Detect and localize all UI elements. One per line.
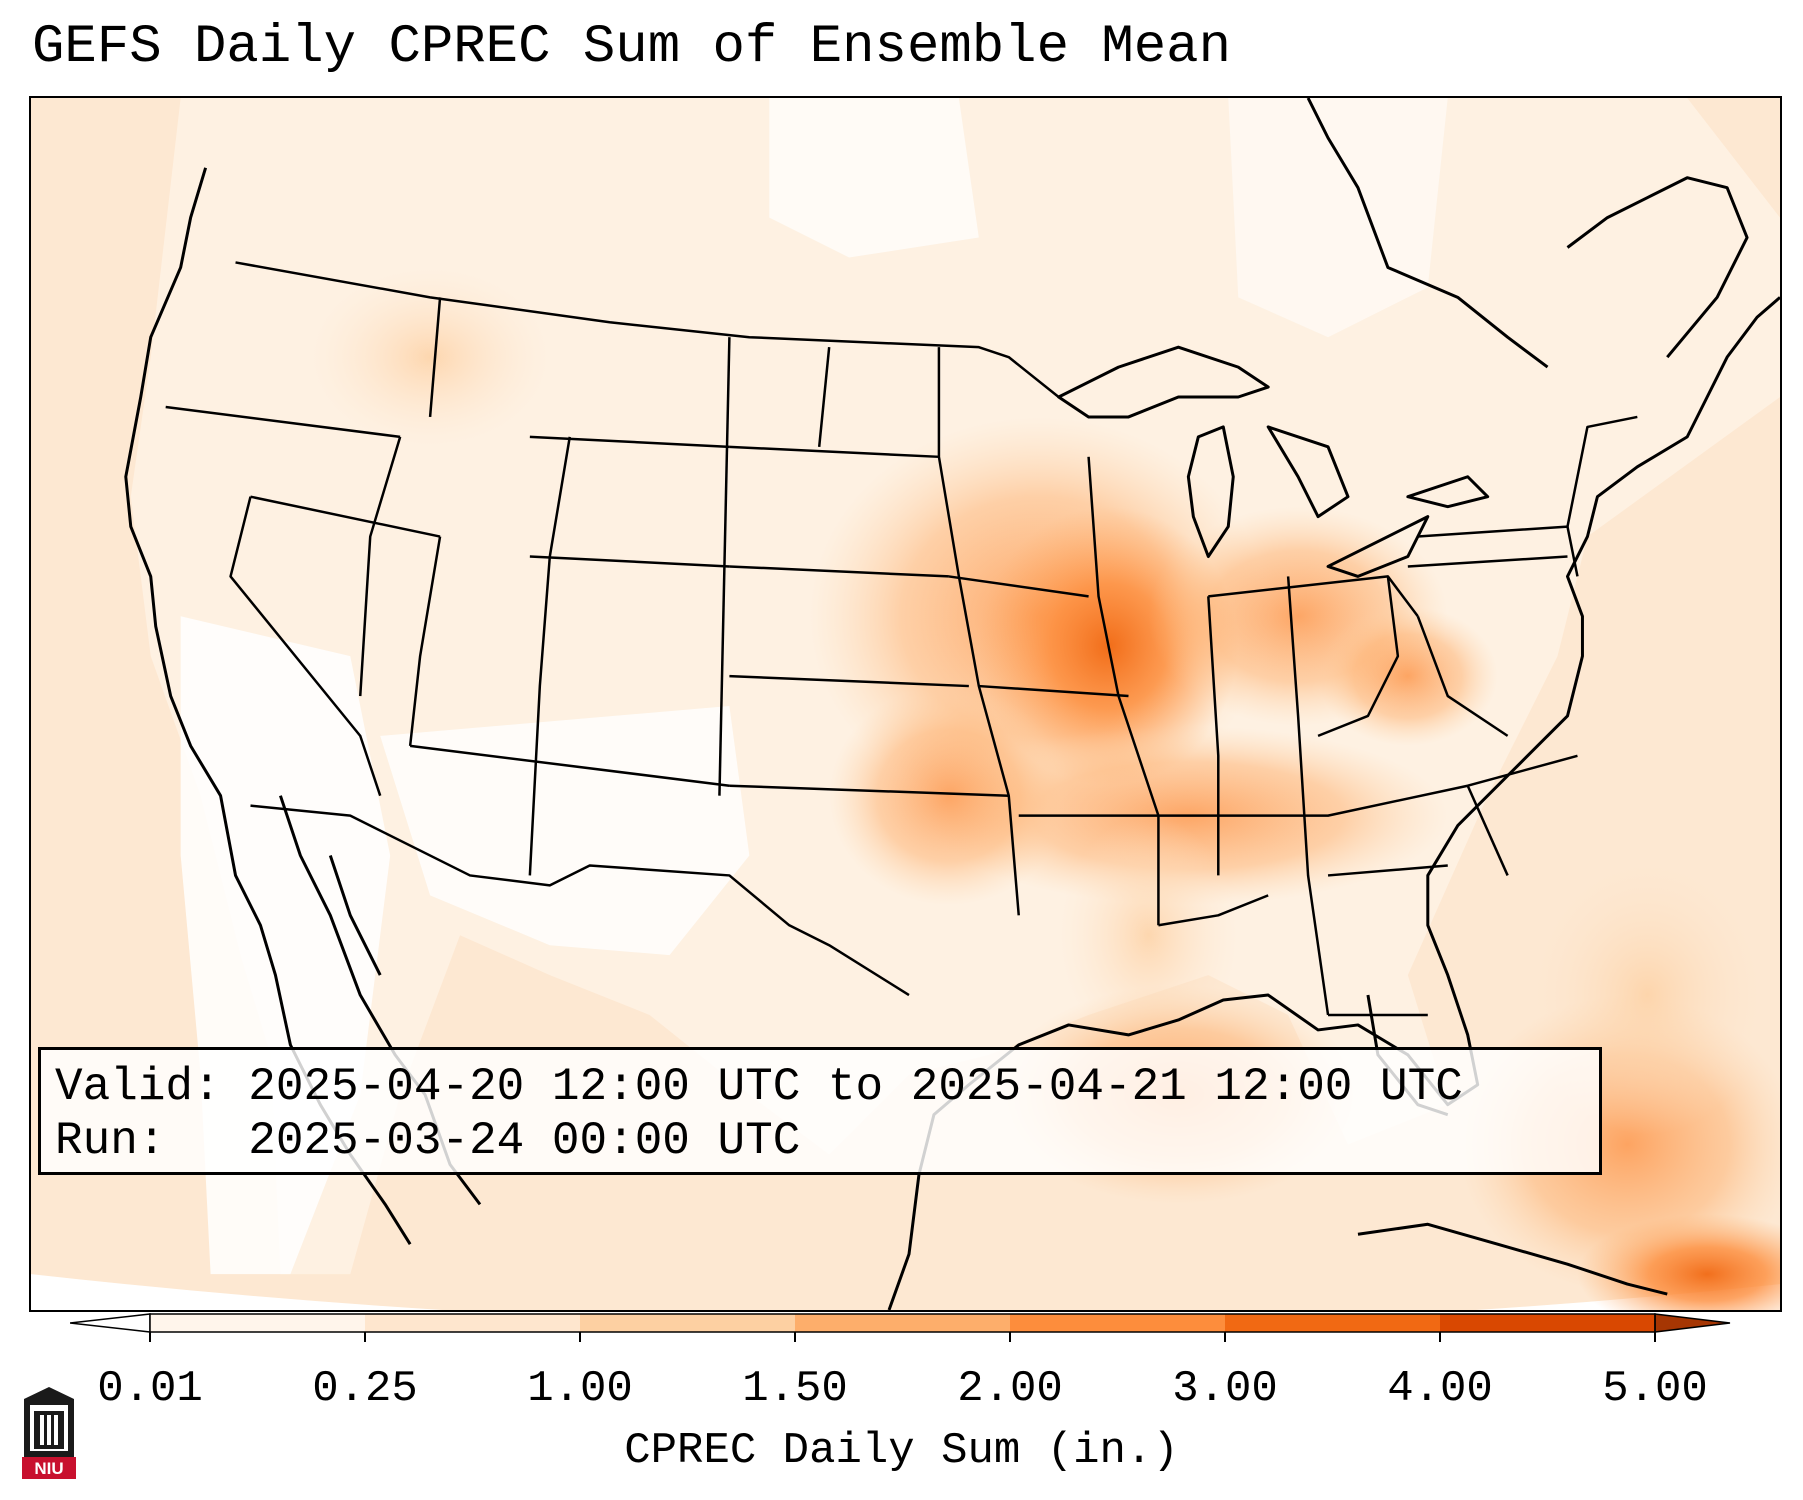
colorbar-tick-label: 1.50 xyxy=(742,1364,848,1414)
state-borders xyxy=(165,261,1638,1017)
colorbar-segment xyxy=(1440,1314,1656,1332)
run-time-text: Run: 2025-03-24 00:00 UTC xyxy=(55,1115,801,1167)
valid-time-text: Valid: 2025-04-20 12:00 UTC to 2025-04-2… xyxy=(55,1061,1463,1113)
colorbar-tick-label: 0.25 xyxy=(312,1364,418,1414)
colorbar-segment xyxy=(150,1314,366,1332)
colorbar-segment xyxy=(795,1314,1011,1332)
colorbar-tick-label: 5.00 xyxy=(1602,1364,1708,1414)
dry-area-hudson xyxy=(1228,98,1448,338)
colorbar-svg xyxy=(70,1313,1731,1342)
colorbar-segment xyxy=(580,1314,796,1332)
dry-area-arizona-newmexico xyxy=(380,705,750,956)
logo-banner xyxy=(22,1457,76,1479)
colorbar-segment xyxy=(1010,1314,1226,1332)
colorbar-tick-label: 3.00 xyxy=(1172,1364,1278,1414)
colorbar-segment xyxy=(365,1314,581,1332)
colorbar-segment xyxy=(1225,1314,1441,1332)
precip-west-virginia xyxy=(1318,606,1498,746)
colorbar-tick-label: 2.00 xyxy=(957,1364,1063,1414)
logo-text: NIU xyxy=(34,1459,63,1478)
colorbar-under-extension xyxy=(70,1313,151,1333)
precip-caribbean xyxy=(1577,1214,1780,1310)
colorbar-tick-label: 4.00 xyxy=(1387,1364,1493,1414)
colorbar-tick-label: 0.01 xyxy=(97,1364,203,1414)
dry-area-canada xyxy=(769,98,979,258)
niu-logo: NIU xyxy=(22,1387,76,1479)
precip-arkansas xyxy=(829,686,1069,906)
colorbar-label: CPREC Daily Sum (in.) xyxy=(624,1426,1179,1476)
colorbar-outline xyxy=(149,1313,1656,1333)
validity-info-box: Valid: 2025-04-20 12:00 UTC to 2025-04-2… xyxy=(38,1047,1602,1175)
map-title: GEFS Daily CPREC Sum of Ensemble Mean xyxy=(32,17,1231,78)
colorbar-tick-label: 1.00 xyxy=(527,1364,633,1414)
precip-northwest xyxy=(310,267,550,447)
colorbar-over-extension xyxy=(1654,1313,1731,1333)
colorbar xyxy=(70,1312,1740,1372)
